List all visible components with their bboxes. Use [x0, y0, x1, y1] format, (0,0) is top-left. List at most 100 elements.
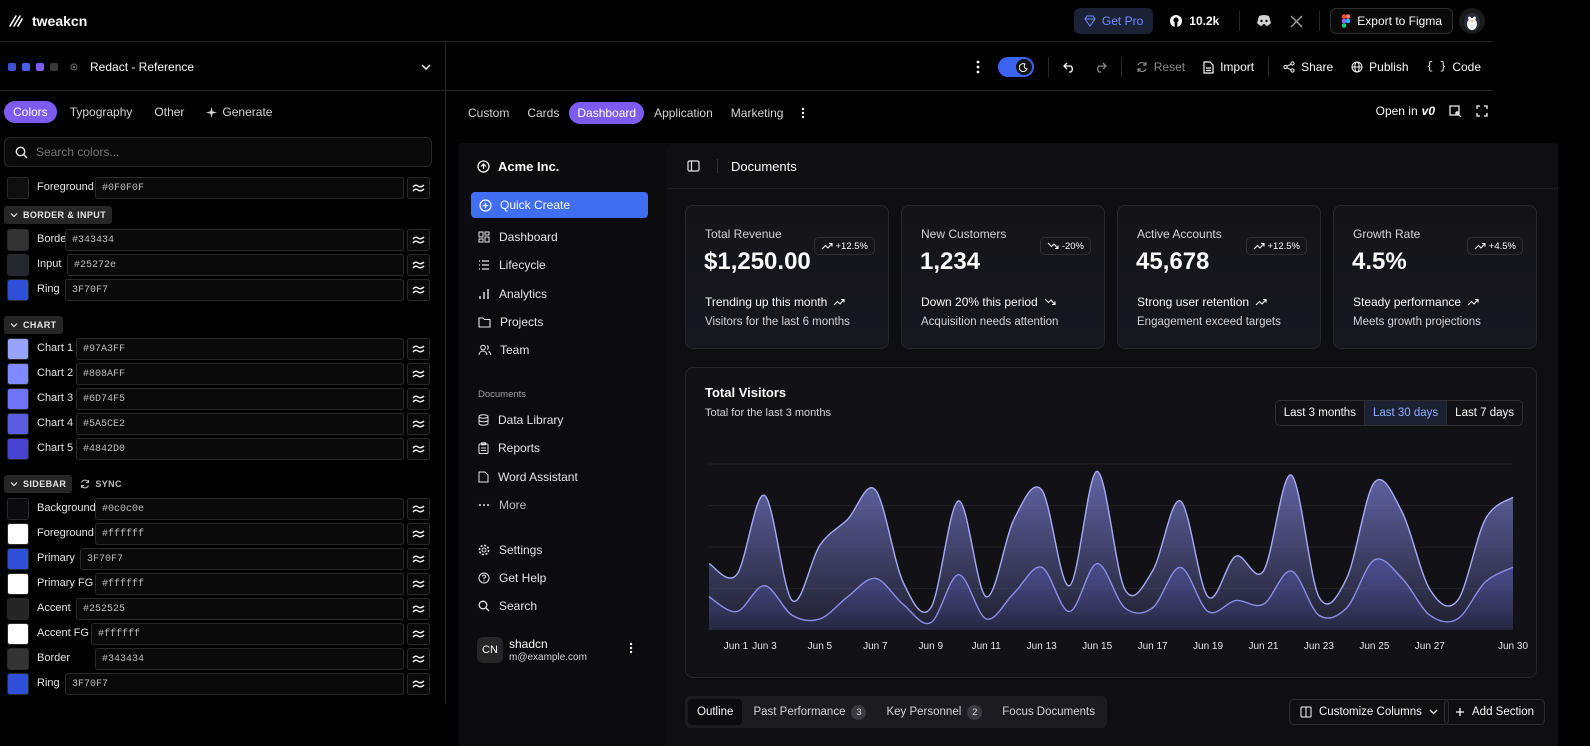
color-swatch[interactable]	[7, 598, 29, 620]
color-swatch[interactable]	[7, 388, 29, 410]
quick-create-button[interactable]: Quick Create	[471, 192, 648, 218]
color-value-input[interactable]: #ffffff	[95, 523, 404, 545]
color-value-input[interactable]: #97A3FF	[76, 338, 404, 360]
tailwind-color-button[interactable]	[407, 254, 430, 276]
range-last-30-days[interactable]: Last 30 days	[1364, 401, 1448, 425]
color-swatch[interactable]	[7, 573, 29, 595]
sync-button[interactable]: SYNC	[80, 479, 122, 489]
tab-cards[interactable]: Cards	[527, 106, 560, 120]
tab-generate[interactable]: Generate	[197, 101, 281, 123]
color-value-input[interactable]: #5A5CE2	[76, 413, 404, 435]
color-swatch[interactable]	[7, 548, 29, 570]
color-value-input[interactable]: #252525	[76, 598, 404, 620]
user-avatar[interactable]	[1459, 8, 1485, 34]
sidebar-item-projects[interactable]: Projects	[478, 315, 543, 329]
range-last-3-months[interactable]: Last 3 months	[1276, 401, 1365, 425]
tailwind-color-button[interactable]	[407, 438, 430, 460]
color-swatch[interactable]	[7, 177, 29, 199]
color-value-input[interactable]: #0c0c0e	[95, 498, 404, 520]
tailwind-color-button[interactable]	[407, 673, 430, 695]
tab-dashboard[interactable]: Dashboard	[569, 102, 645, 124]
sidebar-item-lifecycle[interactable]: Lifecycle	[478, 258, 546, 272]
color-value-input[interactable]: #25272e	[67, 254, 404, 276]
color-value-input[interactable]: 3F70F7	[80, 548, 404, 570]
sidebar-item-word-assistant[interactable]: Word Assistant	[478, 470, 578, 484]
color-value-input[interactable]: #ffffff	[95, 573, 404, 595]
import-button[interactable]: Import	[1195, 54, 1262, 80]
section-toggle[interactable]: CHART	[4, 316, 63, 334]
tailwind-color-button[interactable]	[407, 548, 430, 570]
tailwind-color-button[interactable]	[407, 598, 430, 620]
code-button[interactable]: { } Code	[1419, 54, 1490, 80]
customize-columns-button[interactable]: Customize Columns	[1289, 699, 1449, 725]
color-swatch[interactable]	[7, 438, 29, 460]
color-swatch[interactable]	[7, 229, 29, 251]
tailwind-color-button[interactable]	[407, 177, 430, 199]
tab-outline[interactable]: Outline	[688, 699, 743, 725]
search-colors-field[interactable]	[4, 137, 432, 167]
inspect-icon[interactable]	[1449, 104, 1462, 118]
color-value-input[interactable]: #343434	[65, 229, 404, 251]
tailwind-color-button[interactable]	[407, 229, 430, 251]
tailwind-color-button[interactable]	[407, 623, 430, 645]
more-options-button[interactable]	[968, 54, 988, 80]
tailwind-color-button[interactable]	[407, 573, 430, 595]
search-colors-input[interactable]	[36, 145, 336, 159]
tab-custom[interactable]: Custom	[468, 106, 510, 120]
user-menu-button[interactable]	[629, 642, 633, 654]
dark-mode-toggle[interactable]	[997, 57, 1034, 77]
color-swatch[interactable]	[7, 254, 29, 276]
tailwind-color-button[interactable]	[407, 498, 430, 520]
color-value-input[interactable]: #ffffff	[91, 623, 404, 645]
user-avatar[interactable]: CN	[477, 637, 503, 663]
tab-past-performance[interactable]: Past Performance 3	[744, 699, 875, 725]
x-button[interactable]	[1284, 8, 1309, 34]
sidebar-item-analytics[interactable]: Analytics	[478, 287, 547, 301]
color-swatch[interactable]	[7, 363, 29, 385]
open-in-v0-button[interactable]: Open in v0	[1376, 104, 1435, 118]
color-swatch[interactable]	[7, 413, 29, 435]
tab-key-personnel[interactable]: Key Personnel 2	[877, 699, 991, 725]
publish-button[interactable]: Publish	[1343, 54, 1416, 80]
color-swatch[interactable]	[7, 623, 29, 645]
tab-marketing[interactable]: Marketing	[730, 106, 784, 120]
sidebar-item-more[interactable]: More	[478, 498, 526, 512]
get-pro-button[interactable]: Get Pro	[1073, 8, 1154, 34]
color-value-input[interactable]: #4842D0	[76, 438, 404, 460]
tab-colors[interactable]: Colors	[4, 101, 57, 123]
color-swatch[interactable]	[7, 673, 29, 695]
sidebar-item-dashboard[interactable]: Dashboard	[478, 230, 558, 244]
tailwind-color-button[interactable]	[407, 279, 430, 301]
tailwind-color-button[interactable]	[407, 413, 430, 435]
tab-application[interactable]: Application	[654, 106, 713, 120]
add-section-button[interactable]: Add Section	[1444, 699, 1546, 725]
range-last-7-days[interactable]: Last 7 days	[1455, 407, 1514, 419]
color-value-input[interactable]: 3F70F7	[65, 279, 404, 301]
fullscreen-icon[interactable]	[1476, 105, 1488, 117]
sidebar-item-get-help[interactable]: Get Help	[478, 571, 546, 585]
section-toggle[interactable]: SIDEBAR	[4, 475, 73, 493]
undo-button[interactable]	[1055, 54, 1084, 80]
tailwind-color-button[interactable]	[407, 648, 430, 670]
tab-other[interactable]: Other	[154, 105, 185, 119]
tailwind-color-button[interactable]	[407, 338, 430, 360]
brand[interactable]: tweakcn	[8, 13, 87, 29]
more-tabs-button[interactable]	[793, 102, 813, 124]
section-toggle[interactable]: BORDER & INPUT	[4, 206, 113, 224]
color-swatch[interactable]	[7, 523, 29, 545]
tab-focus-documents[interactable]: Focus Documents	[993, 699, 1104, 725]
color-value-input[interactable]: #0F0F0F	[95, 177, 404, 199]
tab-typography[interactable]: Typography	[69, 105, 133, 119]
redo-button[interactable]	[1086, 54, 1115, 80]
sidebar-toggle-icon[interactable]	[687, 160, 700, 172]
color-swatch[interactable]	[7, 338, 29, 360]
sidebar-item-reports[interactable]: Reports	[478, 441, 540, 455]
company-link[interactable]: Acme Inc.	[477, 159, 559, 174]
github-button[interactable]: 10.2k	[1159, 8, 1229, 34]
color-swatch[interactable]	[7, 498, 29, 520]
color-swatch[interactable]	[7, 279, 29, 301]
color-value-input[interactable]: #6D74F5	[76, 388, 404, 410]
sidebar-item-settings[interactable]: Settings	[478, 543, 542, 557]
sidebar-item-search[interactable]: Search	[478, 599, 537, 613]
color-value-input[interactable]: #343434	[95, 648, 404, 670]
